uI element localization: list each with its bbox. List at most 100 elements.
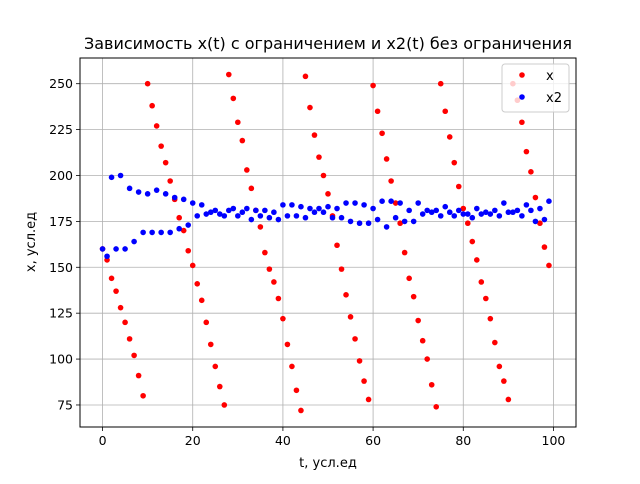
point-x — [289, 363, 295, 370]
point-x — [284, 341, 291, 348]
point-x — [424, 356, 431, 362]
grid — [80, 58, 576, 427]
point-x2 — [464, 211, 471, 217]
point-x — [311, 132, 318, 138]
point-x — [464, 220, 471, 227]
point-x2 — [275, 216, 282, 223]
point-x — [140, 392, 146, 399]
point-x — [388, 178, 394, 184]
point-x2 — [469, 214, 476, 221]
point-x2 — [334, 205, 340, 212]
point-x2 — [492, 207, 498, 214]
point-x2 — [487, 211, 494, 217]
point-x — [131, 352, 137, 359]
point-x — [379, 130, 385, 137]
point-x2 — [212, 207, 219, 214]
point-x2 — [298, 203, 304, 210]
point-x — [126, 336, 133, 342]
point-x — [149, 102, 155, 109]
point-x2 — [99, 246, 106, 252]
point-x — [523, 148, 530, 155]
point-x — [410, 293, 417, 300]
point-x2 — [149, 229, 155, 236]
point-x2 — [131, 238, 137, 245]
point-x — [176, 214, 182, 221]
point-x2 — [122, 246, 128, 252]
point-x2 — [392, 214, 399, 221]
point-x — [406, 275, 412, 282]
x-tick-label: 60 — [365, 433, 381, 448]
point-x — [478, 279, 485, 285]
point-x2 — [370, 205, 376, 212]
point-x — [455, 183, 462, 190]
point-x2 — [126, 185, 133, 192]
point-x2 — [311, 209, 318, 216]
point-x — [302, 73, 309, 80]
point-x — [501, 378, 507, 384]
y-tick-label: 175 — [49, 214, 73, 229]
point-x2 — [356, 220, 363, 227]
point-x2 — [293, 213, 300, 219]
point-x — [415, 317, 421, 324]
point-x2 — [519, 213, 525, 219]
point-x — [320, 172, 327, 179]
point-x2 — [347, 218, 354, 225]
point-x — [207, 341, 214, 348]
point-x — [203, 319, 210, 326]
point-x2 — [144, 191, 151, 197]
point-x2 — [528, 207, 534, 214]
point-x — [483, 295, 489, 302]
point-x — [144, 80, 151, 87]
y-tick-label: 225 — [49, 122, 73, 137]
point-x — [474, 257, 480, 263]
point-x2 — [424, 207, 431, 214]
point-x2 — [140, 229, 146, 236]
plot-area — [99, 71, 552, 414]
point-x — [419, 337, 426, 344]
x-tick-label: 80 — [455, 433, 471, 448]
point-x — [298, 407, 304, 414]
point-x2 — [158, 229, 164, 236]
point-x2 — [523, 202, 530, 208]
point-x2 — [320, 209, 327, 216]
point-x2 — [135, 189, 142, 195]
point-x — [433, 404, 440, 410]
y-tick-label: 200 — [49, 168, 73, 183]
legend-marker-x — [519, 72, 525, 78]
point-x — [496, 363, 503, 370]
point-x2 — [505, 209, 512, 216]
point-x2 — [365, 220, 372, 227]
point-x — [230, 95, 237, 102]
series-x2 — [99, 172, 552, 260]
point-x — [505, 396, 512, 403]
point-x — [235, 119, 241, 126]
x-tick-label: 40 — [275, 433, 291, 448]
point-x2 — [541, 216, 548, 223]
point-x — [352, 336, 358, 342]
point-x — [189, 262, 196, 269]
point-x2 — [415, 200, 421, 206]
point-x — [221, 402, 228, 408]
ticks: 0 20 40 60 80 100 75 100 125 150 175 200 225 250 — [49, 76, 565, 448]
point-x — [262, 249, 268, 256]
point-x — [194, 281, 201, 287]
point-x2 — [239, 209, 246, 216]
point-x2 — [329, 214, 336, 221]
point-x2 — [230, 205, 237, 212]
point-x — [117, 304, 124, 311]
point-x2 — [167, 229, 173, 236]
point-x — [293, 387, 300, 394]
point-x — [451, 159, 458, 166]
point-x — [108, 275, 115, 282]
chart-title: Зависимость x(t) с ограничением и x2(t) … — [84, 34, 572, 53]
point-x2 — [117, 172, 124, 179]
point-x2 — [189, 200, 196, 206]
point-x — [212, 363, 219, 370]
point-x2 — [176, 225, 182, 232]
point-x2 — [419, 211, 426, 217]
point-x2 — [442, 203, 449, 210]
point-x2 — [108, 174, 115, 181]
point-x2 — [266, 214, 273, 221]
point-x2 — [325, 203, 331, 210]
legend-label-x2: x2 — [546, 91, 562, 106]
